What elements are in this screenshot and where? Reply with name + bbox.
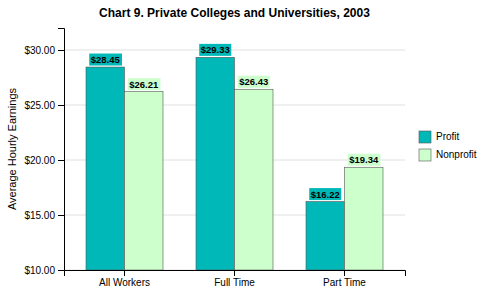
plot: $10.00 $15.00 $20.00 $25.00 $30.00 All Worker… — [24, 29, 405, 289]
bar — [86, 67, 125, 270]
legend-swatch — [419, 149, 431, 161]
data-label-bg — [199, 44, 231, 56]
grid-line — [64, 50, 405, 51]
legend: Profit Nonprofit — [419, 131, 477, 161]
y-tick: $10.00 — [24, 265, 64, 276]
data-label-bg — [348, 154, 381, 166]
data-label-group: $16.22 — [309, 188, 341, 200]
data-label: $26.43 — [239, 76, 268, 87]
legend-swatch — [419, 131, 431, 143]
y-tick: $15.00 — [24, 210, 64, 221]
y-tick-mark — [58, 160, 64, 161]
data-label-group: $26.21 — [128, 78, 161, 90]
x-tick-mark — [344, 270, 345, 276]
chart: $10.00 $15.00 $20.00 $25.00 $30.00 All Worker… — [0, 0, 500, 298]
legend-item: Profit — [419, 131, 460, 143]
data-label-group: $19.34 — [348, 154, 381, 166]
data-label: $16.22 — [311, 189, 340, 200]
x-tick: Full Time — [214, 270, 255, 288]
x-axis-line — [65, 271, 406, 277]
y-tick: $20.00 — [24, 155, 64, 166]
title: Chart 9. Private Colleges and Universiti… — [99, 6, 370, 20]
bar — [235, 89, 274, 270]
data-label-group: $29.33 — [199, 44, 231, 56]
x-tick-mark — [234, 270, 235, 276]
data-label: $29.33 — [201, 44, 230, 55]
x-tick-mark — [124, 270, 125, 276]
data-label-bg — [309, 188, 341, 200]
x-tick-label: Part Time — [323, 277, 366, 288]
bar — [306, 202, 345, 270]
y-tick: $25.00 — [24, 100, 64, 111]
bar — [196, 57, 235, 270]
data-label: $19.34 — [349, 154, 379, 165]
x-axis: All Workers Full Time Part Time — [65, 270, 406, 288]
x-tick: Part Time — [323, 270, 366, 288]
data-label-group: $28.45 — [89, 54, 122, 66]
data-label: $28.45 — [91, 54, 121, 65]
data-labels: $28.45 $29.33 $16.22 $26.21 $26.43 $19.34 — [89, 44, 380, 200]
y-tick-label: $15.00 — [24, 210, 55, 221]
data-label-bg — [128, 78, 161, 90]
data-label-group: $26.43 — [238, 76, 270, 88]
y-tick-mark — [58, 215, 64, 216]
y-axis-title: Average Hourly Earnings — [6, 87, 18, 210]
data-label-bg — [238, 76, 270, 88]
y-tick-mark — [58, 105, 64, 106]
legend-item: Nonprofit — [419, 149, 477, 161]
x-tick-label: Full Time — [214, 277, 255, 288]
bar — [125, 92, 164, 270]
y-tick-mark — [58, 50, 64, 51]
legend-label: Nonprofit — [436, 149, 477, 160]
y-tick: $30.00 — [24, 45, 64, 56]
grid — [64, 50, 405, 270]
y-tick-label: $30.00 — [24, 45, 55, 56]
data-label: $26.21 — [129, 79, 159, 90]
legend-label: Profit — [436, 131, 460, 142]
y-tick-label: $25.00 — [24, 100, 55, 111]
bars — [86, 57, 383, 270]
y-tick-label: $10.00 — [24, 265, 55, 276]
y-tick-label: $20.00 — [24, 155, 55, 166]
x-tick-label: All Workers — [99, 277, 150, 288]
y-tick-mark — [58, 270, 64, 271]
bar — [345, 167, 384, 270]
y-axis: $10.00 $15.00 $20.00 $25.00 $30.00 — [24, 29, 64, 276]
x-tick: All Workers — [99, 270, 150, 288]
y-axis-line — [58, 29, 65, 271]
data-label-bg — [89, 54, 122, 66]
